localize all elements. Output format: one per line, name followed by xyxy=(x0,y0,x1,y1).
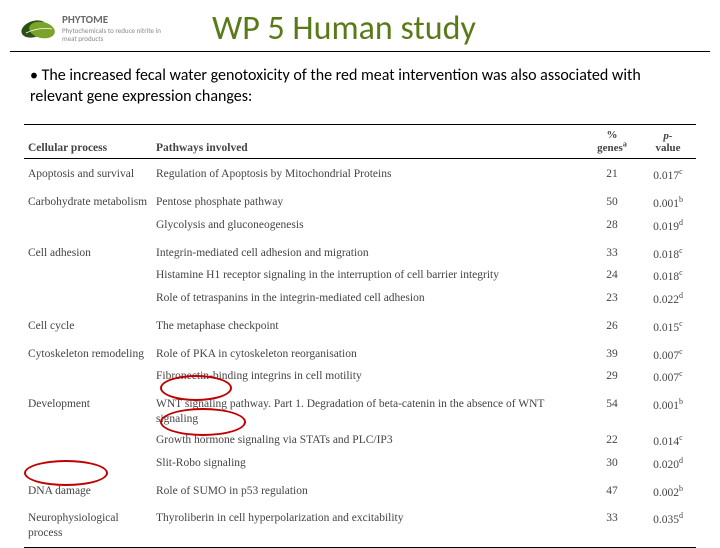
logo: PHYTOME Phytochemicals to reduce nitrite… xyxy=(20,14,162,42)
cell-pvalue: 0.022d xyxy=(640,288,696,311)
data-table-wrap: Cellular process Pathways involved %gene… xyxy=(0,114,720,548)
table-row: Cell adhesionIntegrin-mediated cell adhe… xyxy=(24,238,696,266)
cell-pathway: Pentose phosphate pathway xyxy=(152,187,584,215)
logo-text: PHYTOME Phytochemicals to reduce nitrite… xyxy=(62,14,162,42)
cell-pathway: Glycolysis and gluconeogenesis xyxy=(152,215,584,238)
cell-pathway: The metaphase checkpoint xyxy=(152,311,584,339)
col-process: Cellular process xyxy=(24,124,152,159)
cell-pvalue: 0.019d xyxy=(640,215,696,238)
table-row: Histamine H1 receptor signaling in the i… xyxy=(24,265,696,288)
cell-pathway: Histamine H1 receptor signaling in the i… xyxy=(152,265,584,288)
cell-process xyxy=(24,265,152,288)
logo-subtitle: Phytochemicals to reduce nitrite in meat… xyxy=(62,27,162,42)
table-row: Cell cycleThe metaphase checkpoint260.01… xyxy=(24,311,696,339)
pathways-table: Cellular process Pathways involved %gene… xyxy=(24,124,696,548)
cell-pathway: Growth hormone signaling via STATs and P… xyxy=(152,430,584,453)
cell-process xyxy=(24,430,152,453)
header: PHYTOME Phytochemicals to reduce nitrite… xyxy=(10,0,710,52)
table-row: Glycolysis and gluconeogenesis280.019d xyxy=(24,215,696,238)
cell-pvalue: 0.017c xyxy=(640,159,696,187)
page-title: WP 5 Human study xyxy=(192,8,690,49)
cell-pathway: Role of tetraspanins in the integrin-med… xyxy=(152,288,584,311)
cell-process xyxy=(24,288,152,311)
cell-genes: 39 xyxy=(584,339,640,367)
table-row: Neurophysiological processThyroliberin i… xyxy=(24,503,696,547)
cell-process: Cell cycle xyxy=(24,311,152,339)
table-row: Fibronectin-binding integrins in cell mo… xyxy=(24,366,696,389)
cell-pathway: Role of PKA in cytoskeleton reorganisati… xyxy=(152,339,584,367)
table-row: DNA damageRole of SUMO in p53 regulation… xyxy=(24,476,696,504)
cell-process: Carbohydrate metabolism xyxy=(24,187,152,215)
cell-genes: 21 xyxy=(584,159,640,187)
cell-pvalue: 0.035d xyxy=(640,503,696,547)
col-pathway: Pathways involved xyxy=(152,124,584,159)
cell-pathway: Regulation of Apoptosis by Mitochondrial… xyxy=(152,159,584,187)
table-row: Growth hormone signaling via STATs and P… xyxy=(24,430,696,453)
cell-pvalue: 0.014c xyxy=(640,430,696,453)
cell-genes: 29 xyxy=(584,366,640,389)
cell-process: Cell adhesion xyxy=(24,238,152,266)
cell-pvalue: 0.007c xyxy=(640,339,696,367)
cell-process: Cytoskeleton remodeling xyxy=(24,339,152,367)
cell-pvalue: 0.001b xyxy=(640,389,696,430)
cell-process: Neurophysiological process xyxy=(24,503,152,547)
cell-pvalue: 0.018c xyxy=(640,265,696,288)
col-pvalue: p-value xyxy=(640,124,696,159)
cell-pathway: Slit-Robo signaling xyxy=(152,453,584,476)
cell-genes: 28 xyxy=(584,215,640,238)
leaf-icon xyxy=(20,15,56,43)
table-row: Role of tetraspanins in the integrin-med… xyxy=(24,288,696,311)
cell-pvalue: 0.001b xyxy=(640,187,696,215)
cell-genes: 23 xyxy=(584,288,640,311)
bullet-text: The increased fecal water genotoxicity o… xyxy=(0,52,720,114)
cell-genes: 24 xyxy=(584,265,640,288)
cell-process: Development xyxy=(24,389,152,430)
logo-title: PHYTOME xyxy=(62,14,162,25)
cell-genes: 33 xyxy=(584,503,640,547)
cell-genes: 30 xyxy=(584,453,640,476)
cell-pathway: Role of SUMO in p53 regulation xyxy=(152,476,584,504)
table-row: DevelopmentWNT signaling pathway. Part 1… xyxy=(24,389,696,430)
cell-genes: 47 xyxy=(584,476,640,504)
cell-process xyxy=(24,215,152,238)
cell-pathway: WNT signaling pathway. Part 1. Degradati… xyxy=(152,389,584,430)
table-row: Carbohydrate metabolismPentose phosphate… xyxy=(24,187,696,215)
cell-pvalue: 0.018c xyxy=(640,238,696,266)
cell-pathway: Fibronectin-binding integrins in cell mo… xyxy=(152,366,584,389)
cell-genes: 54 xyxy=(584,389,640,430)
cell-process: DNA damage xyxy=(24,476,152,504)
table-row: Slit-Robo signaling300.020d xyxy=(24,453,696,476)
table-row: Cytoskeleton remodelingRole of PKA in cy… xyxy=(24,339,696,367)
cell-genes: 26 xyxy=(584,311,640,339)
cell-genes: 33 xyxy=(584,238,640,266)
cell-pvalue: 0.015c xyxy=(640,311,696,339)
cell-process xyxy=(24,453,152,476)
cell-pvalue: 0.002b xyxy=(640,476,696,504)
cell-genes: 50 xyxy=(584,187,640,215)
cell-pathway: Thyroliberin in cell hyperpolarization a… xyxy=(152,503,584,547)
cell-pvalue: 0.020d xyxy=(640,453,696,476)
cell-pathway: Integrin-mediated cell adhesion and migr… xyxy=(152,238,584,266)
cell-process xyxy=(24,366,152,389)
cell-process: Apoptosis and survival xyxy=(24,159,152,187)
cell-pvalue: 0.007c xyxy=(640,366,696,389)
table-row: Apoptosis and survivalRegulation of Apop… xyxy=(24,159,696,187)
col-genes: %genesa xyxy=(584,124,640,159)
cell-genes: 22 xyxy=(584,430,640,453)
